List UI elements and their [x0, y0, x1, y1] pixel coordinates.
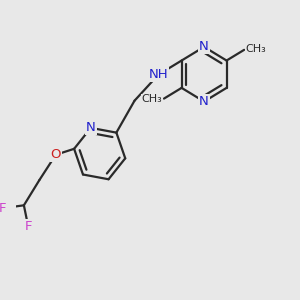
- Text: NH: NH: [148, 68, 168, 81]
- Text: CH₃: CH₃: [142, 94, 163, 104]
- Text: O: O: [50, 148, 61, 161]
- Text: F: F: [0, 202, 7, 215]
- Text: F: F: [24, 220, 32, 232]
- Text: N: N: [199, 95, 209, 108]
- Text: CH₃: CH₃: [246, 44, 266, 54]
- Text: N: N: [86, 122, 96, 134]
- Text: N: N: [199, 40, 209, 53]
